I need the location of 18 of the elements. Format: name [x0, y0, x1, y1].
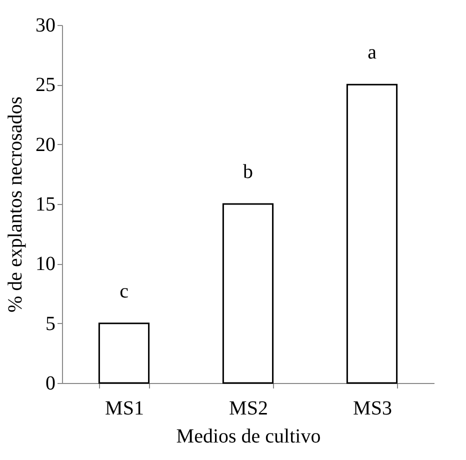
bar	[346, 84, 398, 384]
annotation: b	[243, 161, 253, 183]
x-tick-label: MS1	[105, 398, 144, 420]
y-tick-label: 10	[36, 253, 56, 276]
bar	[98, 322, 150, 384]
x-tick-label: MS2	[229, 398, 268, 420]
x-axis-title: Medios de cultivo	[176, 426, 321, 448]
y-tick-label: 25	[36, 74, 56, 96]
annotation: c	[120, 280, 129, 302]
x-tick-label: MS3	[353, 398, 392, 420]
y-tick-label: 20	[36, 134, 56, 156]
y-tick-label: 5	[46, 312, 56, 335]
y-axis-title: % de explantos necrosados	[4, 96, 26, 313]
y-tick-label: 0	[46, 372, 56, 394]
bar	[222, 203, 274, 384]
y-tick-label: 30	[36, 14, 56, 36]
y-tick-label: 15	[36, 194, 56, 216]
annotation: a	[368, 42, 377, 64]
